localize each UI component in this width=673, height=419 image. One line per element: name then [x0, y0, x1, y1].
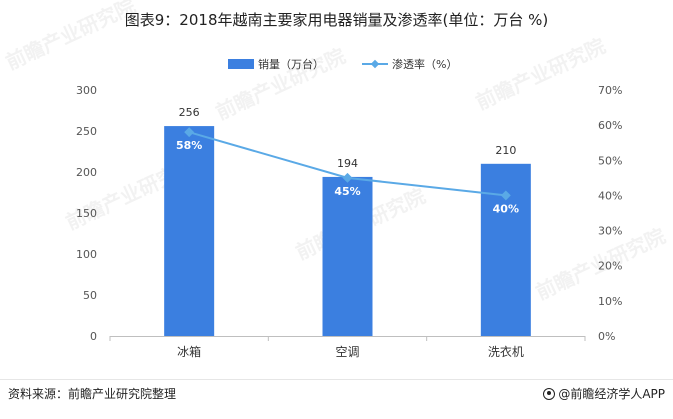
legend-bar-swatch — [228, 59, 254, 69]
x-category-label: 洗衣机 — [488, 344, 524, 359]
brand-text: @前瞻经济学人APP — [558, 387, 665, 401]
brand-signature: @前瞻经济学人APP — [543, 385, 665, 402]
y-right-tick-label: 50% — [598, 154, 622, 167]
line-point-1 — [342, 172, 353, 183]
y-right-tick-label: 70% — [598, 84, 622, 97]
y-left-tick-label: 50 — [83, 289, 97, 302]
x-category-label: 冰箱 — [177, 344, 201, 359]
y-right-tick-label: 40% — [598, 189, 622, 202]
y-left-tick-label: 250 — [76, 125, 97, 138]
line-value-label: 40% — [493, 202, 519, 215]
legend-line-marker — [370, 59, 380, 69]
y-left-tick-label: 100 — [76, 248, 97, 261]
y-right-tick-label: 0% — [598, 330, 615, 343]
bar-value-label: 256 — [179, 106, 200, 119]
y-left-tick-label: 150 — [76, 207, 97, 220]
y-left-tick-label: 0 — [90, 330, 97, 343]
line-value-label: 58% — [176, 139, 202, 152]
legend-line-label: 渗透率（%） — [392, 57, 457, 71]
y-right-tick-label: 20% — [598, 260, 622, 273]
y-right-tick-label: 30% — [598, 225, 622, 238]
bar-value-label: 194 — [337, 157, 358, 170]
watermark-text: 前瞻产业研究院 — [472, 34, 609, 115]
brand-logo-icon — [543, 387, 556, 400]
footer-divider — [0, 379, 673, 380]
y-left-tick-label: 300 — [76, 84, 97, 97]
line-value-label: 45% — [334, 185, 360, 198]
watermark-text: 前瞻产业研究院 — [212, 44, 349, 125]
chart-title: 图表9：2018年越南主要家用电器销量及渗透率(单位：万台 %) — [124, 11, 549, 29]
y-right-tick-label: 10% — [598, 295, 622, 308]
bar-value-label: 210 — [495, 144, 516, 157]
bar-2 — [480, 163, 531, 336]
y-left-tick-label: 200 — [76, 166, 97, 179]
bar-0 — [164, 126, 215, 336]
x-category-label: 空调 — [335, 345, 359, 359]
y-right-tick-label: 60% — [598, 119, 622, 132]
legend-bar-label: 销量（万台） — [258, 57, 324, 71]
line-point-0 — [184, 127, 195, 138]
source-note: 资料来源：前瞻产业研究院整理 — [8, 387, 177, 401]
bar-1 — [322, 176, 373, 336]
line-point-2 — [500, 190, 511, 201]
